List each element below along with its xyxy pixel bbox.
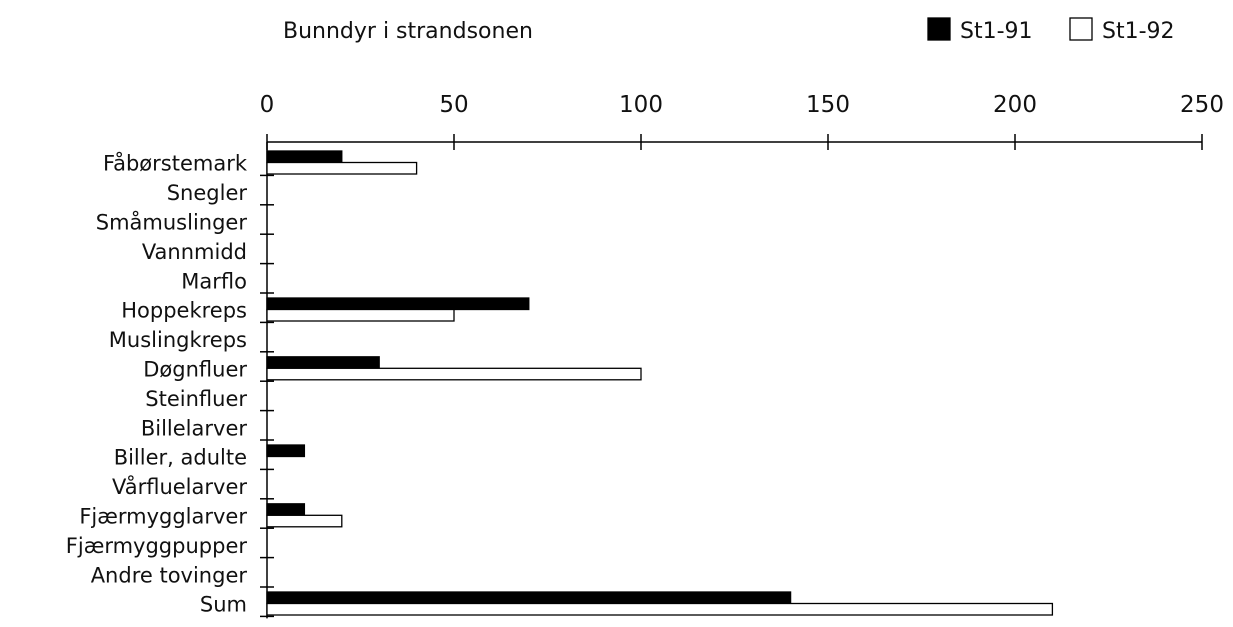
x-axis: 0 50 100 150 200 250: [260, 92, 1224, 150]
category-label: Sum: [200, 593, 247, 617]
category-label: Andre tovinger: [91, 563, 248, 587]
legend-swatch-1: [927, 17, 951, 41]
category-label: Vårfluelarver: [112, 474, 247, 499]
bar-series-1: [266, 503, 306, 516]
legend-label-2: St1-92: [1102, 19, 1175, 44]
category-label: Fjærmyggpupper: [66, 534, 248, 558]
bar-series-1: [266, 591, 792, 605]
bar-series-2: [266, 602, 1054, 616]
bar-series-1: [266, 356, 380, 369]
x-tick-label: 250: [1180, 92, 1224, 118]
category-label: Steinfluer: [145, 387, 247, 411]
chart-title: Bunndyr i strandsonen: [283, 19, 533, 44]
legend-label-1: St1-91: [960, 19, 1033, 44]
x-tick-label: 150: [806, 92, 850, 118]
x-tick-label: 100: [619, 92, 663, 118]
x-tick-label: 0: [260, 92, 275, 118]
bar-series-2: [266, 308, 455, 322]
category-label: Fåbørstemark: [103, 151, 248, 176]
bar-series-2: [266, 514, 343, 528]
bar-series-1: [266, 150, 343, 164]
category-label: Småmuslinger: [96, 210, 248, 235]
x-tick-label: 200: [993, 92, 1037, 118]
category-label: Biller, adulte: [114, 446, 247, 470]
category-label: Vannmidd: [142, 240, 247, 264]
bar-series-1: [266, 297, 530, 311]
category-label: Hoppekreps: [121, 299, 247, 323]
bars: [266, 150, 1054, 616]
legend: St1-91 St1-92: [927, 17, 1175, 44]
legend-swatch-2: [1069, 17, 1093, 41]
category-label: Billelarver: [141, 416, 248, 440]
category-label: Marflo: [181, 269, 247, 293]
category-label: Snegler: [167, 181, 248, 205]
y-axis: Fåbørstemark Snegler Småmuslinger Vannmidd M…: [66, 142, 274, 619]
category-label: Fjærmygglarver: [79, 505, 247, 529]
category-label: Døgnfluer: [143, 358, 247, 382]
bar-series-1: [266, 444, 306, 458]
x-tick-label: 50: [439, 92, 468, 118]
bar-series-2: [266, 367, 642, 381]
category-label: Muslingkreps: [109, 328, 247, 352]
bar-series-2: [266, 161, 418, 175]
